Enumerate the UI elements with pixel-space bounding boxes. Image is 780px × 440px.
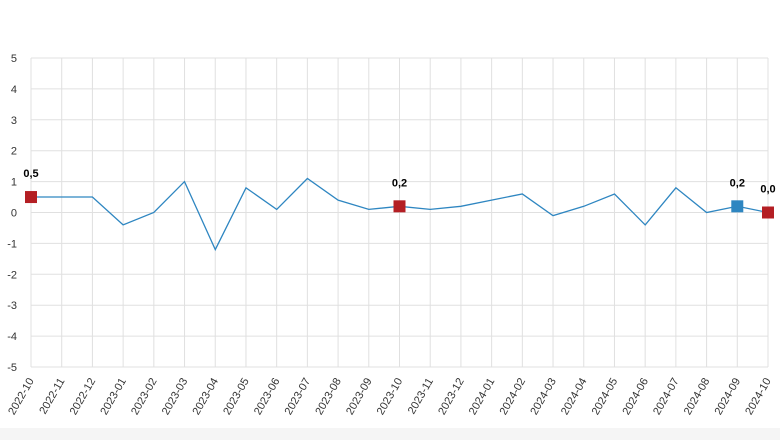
x-tick-label: 2023-08 [313, 376, 344, 417]
data-label: 0,5 [23, 168, 38, 180]
y-tick-label: 4 [11, 84, 17, 96]
x-tick-label: 2023-09 [344, 376, 375, 417]
y-tick-label: 0 [11, 208, 17, 220]
x-tick-label: 2023-03 [160, 376, 191, 417]
x-tick-label: 2022-11 [37, 376, 67, 416]
x-tick-label: 2023-12 [436, 376, 467, 417]
bottom-band [0, 428, 780, 440]
y-tick-label: -2 [7, 269, 17, 281]
y-tick-label: 5 [11, 53, 17, 65]
x-tick-label: 2024-03 [528, 376, 559, 417]
y-tick-label: -1 [7, 238, 17, 250]
y-tick-label: 3 [11, 115, 17, 127]
y-tick-label: 2 [11, 146, 17, 158]
x-tick-label: 2023-04 [191, 376, 222, 417]
x-tick-label: 2024-05 [590, 376, 621, 417]
data-point-marker [393, 200, 406, 213]
data-label: 0,2 [730, 177, 745, 189]
x-tick-label: 2024-06 [620, 376, 651, 417]
data-point-marker [762, 206, 774, 219]
x-tick-label: 2023-06 [252, 376, 283, 417]
x-tick-label: 2023-01 [98, 376, 129, 417]
x-tick-label: 2024-01 [467, 376, 498, 417]
data-label: 0,0 [760, 184, 775, 196]
x-tick-label: 2023-05 [221, 376, 252, 417]
markers: 0,5 0,2 0,2 0,0 [23, 168, 776, 219]
x-axis-ticks: 2022-10 2022-11 2022-12 2023-01 2023-02 2023-… [6, 376, 774, 417]
y-tick-label: -3 [7, 300, 17, 312]
x-tick-label: 2023-10 [375, 376, 406, 417]
data-point-marker [25, 191, 37, 204]
x-tick-label: 2024-09 [713, 376, 744, 417]
x-tick-label: 2024-10 [743, 376, 774, 417]
data-label: 0,2 [392, 177, 407, 189]
x-tick-label: 2024-07 [651, 376, 682, 417]
x-tick-label: 2022-10 [6, 376, 37, 417]
data-point-marker [731, 200, 744, 213]
x-tick-label: 2022-12 [68, 376, 99, 417]
x-tick-label: 2024-02 [498, 376, 529, 417]
y-tick-label: -4 [7, 331, 17, 343]
x-tick-label: 2024-04 [559, 376, 590, 417]
x-tick-label: 2023-11 [406, 376, 436, 416]
x-tick-label: 2024-08 [682, 376, 713, 417]
y-tick-label: -5 [7, 362, 17, 374]
y-tick-label: 1 [11, 177, 17, 189]
x-tick-label: 2023-02 [129, 376, 160, 417]
grid [30, 57, 769, 368]
x-tick-label: 2023-07 [283, 376, 314, 417]
y-axis-ticks: 5 4 3 2 1 0 -1 -2 -3 -4 -5 [7, 53, 17, 374]
